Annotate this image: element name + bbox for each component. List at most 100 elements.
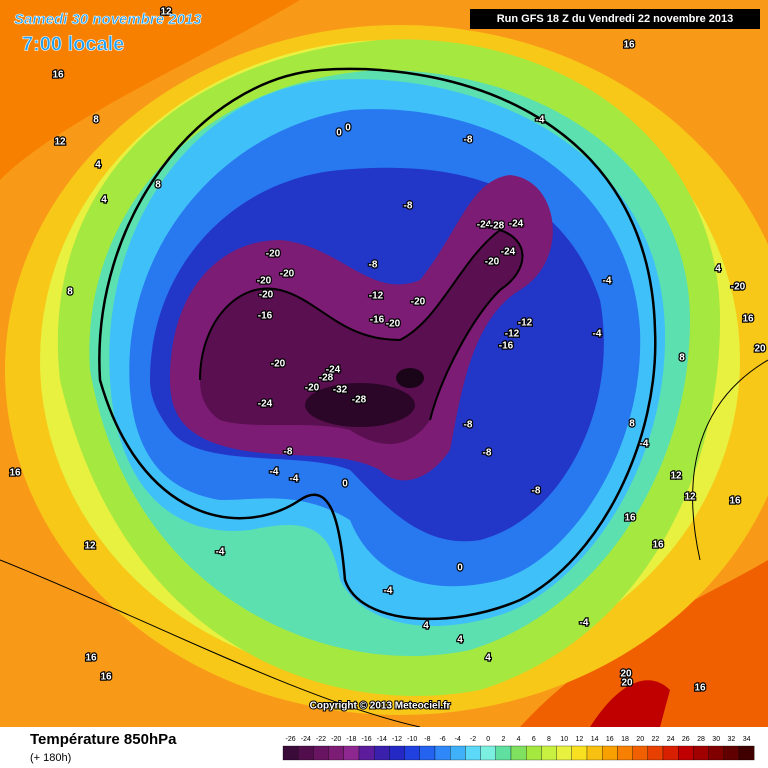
- contour-label: -4: [290, 474, 299, 485]
- contour-label: -16: [499, 341, 514, 352]
- scale-label: 10: [560, 736, 568, 743]
- contour-label: -8: [404, 201, 413, 212]
- contour-label: -24: [509, 219, 524, 230]
- contour-label: -8: [284, 447, 293, 458]
- scale-swatch: [647, 745, 664, 761]
- contour-label: -4: [384, 586, 393, 597]
- contour-label: -4: [270, 467, 279, 478]
- contour-label: 8: [629, 419, 635, 430]
- scale-label: -16: [362, 736, 372, 743]
- contour-label: -8: [369, 260, 378, 271]
- scale-swatch: [708, 745, 724, 761]
- scale-swatch: [617, 745, 633, 761]
- contour-label: -12: [505, 329, 520, 340]
- scale-label: 24: [667, 736, 675, 743]
- contour-label: 8: [93, 115, 99, 126]
- contour-label: -20: [411, 297, 426, 308]
- contour-label: -12: [369, 291, 384, 302]
- date-label: Samedi 30 novembre 2013: [14, 11, 202, 28]
- scale-swatch: [313, 745, 329, 761]
- scale-label: 30: [712, 736, 720, 743]
- contour-label: -24: [326, 365, 341, 376]
- contour-label: 20: [754, 344, 766, 355]
- contour-label: -32: [333, 385, 348, 396]
- scale-label: 32: [728, 736, 736, 743]
- contour-label: -20: [257, 276, 272, 287]
- contour-label: 12: [160, 7, 172, 18]
- contour-label: 8: [155, 180, 161, 191]
- contour-label: -24: [477, 220, 492, 231]
- contour-label: 12: [84, 541, 96, 552]
- scale-swatch: [526, 745, 542, 761]
- contour-label: -8: [464, 420, 473, 431]
- contour-label: -4: [580, 618, 589, 629]
- scale-label: 28: [697, 736, 705, 743]
- scale-label: 12: [576, 736, 584, 743]
- contour-label: -20: [731, 282, 746, 293]
- scale-label: 34: [743, 736, 751, 743]
- scale-label: -26: [286, 736, 296, 743]
- scale-label: -10: [407, 736, 417, 743]
- scale-label: 16: [606, 736, 614, 743]
- scale-label: 4: [517, 736, 521, 743]
- scale-label: -18: [346, 736, 356, 743]
- contour-label: -4: [603, 276, 612, 287]
- scale-label: -20: [331, 736, 341, 743]
- scale-swatch: [404, 745, 420, 761]
- contour-label: -24: [501, 247, 516, 258]
- contour-label: -24: [258, 399, 273, 410]
- contour-label: -8: [532, 486, 541, 497]
- time-label: 7:00 locale: [22, 33, 124, 55]
- contour-label: 20: [621, 678, 633, 689]
- contour-label: 0: [342, 479, 348, 490]
- scale-swatch: [419, 745, 436, 761]
- scale-swatch: [328, 745, 344, 761]
- contour-label: 4: [715, 264, 721, 275]
- contour-label: 8: [679, 353, 685, 364]
- scale-label: 14: [591, 736, 599, 743]
- color-scale: -26 -24 -22 -20 -18 -16 -14 -12 -10 -8 -6 -4 -2 0 2 4 6 8…: [282, 736, 755, 761]
- scale-swatch: [662, 745, 679, 761]
- contour-label: -4: [640, 439, 649, 450]
- scale-swatch: [389, 745, 405, 761]
- temperature-field: [0, 0, 768, 728]
- contour-label: 16: [742, 314, 754, 325]
- run-box: [470, 9, 760, 29]
- contour-label: 16: [729, 496, 741, 507]
- contour-label: -28: [490, 221, 505, 232]
- scale-label: 8: [547, 736, 551, 743]
- contour-label: -20: [280, 269, 295, 280]
- contour-label: 12: [670, 471, 682, 482]
- scale-label: -6: [439, 736, 445, 743]
- contour-label: 4: [485, 653, 491, 664]
- scale-label: 22: [652, 736, 660, 743]
- contour-label: -28: [352, 395, 367, 406]
- scale-swatch: [678, 745, 694, 761]
- scale-label: 6: [532, 736, 536, 743]
- scale-swatch: [358, 745, 375, 761]
- contour-label: -28: [319, 373, 334, 384]
- contour-label: -4: [593, 329, 602, 340]
- copyright: Copyright © 2013 Meteociel.fr: [310, 701, 451, 712]
- footer-lead: (+ 180h): [30, 752, 71, 764]
- scale-swatch: [556, 745, 572, 761]
- run-label: Run GFS 18 Z du Vendredi 22 novembre 201…: [497, 13, 734, 25]
- scale-label: -24: [301, 736, 311, 743]
- scale-swatch: [510, 745, 527, 761]
- contour-label: 4: [457, 635, 463, 646]
- contour-label: 16: [9, 468, 21, 479]
- contour-label: 16: [694, 683, 706, 694]
- scale-swatch: [586, 745, 603, 761]
- contour-label: 8: [67, 287, 73, 298]
- contour-label: 0: [345, 123, 351, 134]
- scale-label: -14: [377, 736, 387, 743]
- contour-label: 16: [52, 70, 64, 81]
- contour-label: 12: [54, 137, 66, 148]
- scale-swatch: [298, 745, 314, 761]
- contour-label: 16: [623, 40, 635, 51]
- scale-swatch: [465, 745, 481, 761]
- scale-label: -2: [470, 736, 476, 743]
- scale-label: 18: [621, 736, 629, 743]
